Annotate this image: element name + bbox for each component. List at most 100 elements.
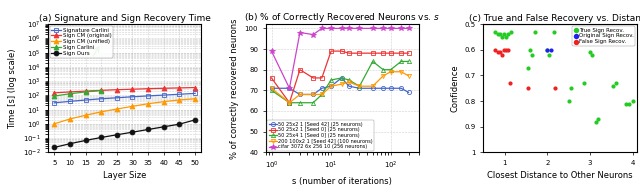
True Sign Recov. bbox=[587, 53, 597, 56]
False Sign Recov. bbox=[546, 18, 556, 21]
200 100x2 1 [Seed 42] (100 neurons) bbox=[397, 71, 405, 73]
50 25x2 1 [Seed 0] (25 neurons) bbox=[309, 77, 317, 79]
200 100x2 1 [Seed 42] (100 neurons) bbox=[369, 85, 376, 87]
False Sign Recov. bbox=[542, 18, 552, 21]
50 25x2 1 [Seed 42] (25 neurons) bbox=[327, 85, 335, 87]
False Sign Recov. bbox=[490, 48, 500, 51]
Sign Ours bbox=[113, 134, 121, 136]
True Sign Recov. bbox=[542, 48, 552, 51]
Signature Carlini bbox=[51, 102, 58, 104]
True Sign Recov. bbox=[593, 117, 604, 120]
cifar 3072 6x 256 10 (256 neurons) bbox=[296, 31, 304, 34]
cifar 3072 6x 256 10 (256 neurons) bbox=[309, 33, 317, 36]
Sign CM (original) bbox=[113, 88, 121, 91]
True Sign Recov. bbox=[531, 30, 541, 34]
True Sign Recov. bbox=[566, 87, 576, 90]
True Sign Recov. bbox=[501, 36, 511, 39]
Signature Carlini bbox=[113, 97, 121, 99]
Legend: 50 25x2 1 [Seed 42] (25 neurons), 50 25x2 1 [Seed 0] (25 neurons), 50 25x4 1 [Se: 50 25x2 1 [Seed 42] (25 neurons), 50 25x… bbox=[268, 120, 374, 151]
50 25x2 1 [Seed 42] (25 neurons) bbox=[397, 87, 405, 89]
Signature Carlini bbox=[97, 98, 105, 100]
Sign Ours bbox=[51, 146, 58, 149]
True Sign Recov. bbox=[523, 66, 533, 69]
X-axis label: s (number of iterations): s (number of iterations) bbox=[292, 177, 392, 186]
False Sign Recov. bbox=[495, 51, 505, 54]
50 25x2 1 [Seed 42] (25 neurons) bbox=[356, 87, 364, 89]
Signature Carlini bbox=[129, 96, 136, 98]
Sign CM (original) bbox=[51, 92, 58, 94]
50 25x2 1 [Seed 42] (25 neurons) bbox=[387, 87, 394, 89]
50 25x4 1 [Seed 0] (25 neurons) bbox=[296, 102, 304, 104]
cifar 3072 6x 256 10 (256 neurons) bbox=[285, 87, 293, 89]
50 25x4 1 [Seed 0] (25 neurons) bbox=[327, 79, 335, 81]
Sign CM (unified) bbox=[51, 123, 58, 125]
50 25x2 1 [Seed 42] (25 neurons) bbox=[285, 87, 293, 89]
50 25x2 1 [Seed 42] (25 neurons) bbox=[345, 85, 353, 87]
Original Sign Recov. bbox=[546, 48, 556, 51]
Sign CM (original) bbox=[144, 87, 152, 90]
Line: Signature Carlini: Signature Carlini bbox=[52, 91, 198, 105]
Line: cifar 3072 6x 256 10 (256 neurons): cifar 3072 6x 256 10 (256 neurons) bbox=[269, 26, 412, 91]
False Sign Recov. bbox=[523, 87, 533, 90]
True Sign Recov. bbox=[608, 84, 618, 87]
Y-axis label: % of correctly recovered neurons: % of correctly recovered neurons bbox=[230, 18, 239, 158]
Signature Carlini bbox=[175, 93, 183, 95]
True Sign Recov. bbox=[495, 33, 505, 36]
False Sign Recov. bbox=[534, 18, 545, 21]
Sign CM (original) bbox=[160, 87, 168, 89]
Original Sign Recov. bbox=[527, 15, 537, 18]
50 25x2 1 [Seed 0] (25 neurons) bbox=[356, 52, 364, 54]
Sign Carlini bbox=[97, 89, 105, 92]
True Sign Recov. bbox=[499, 33, 509, 36]
50 25x2 1 [Seed 0] (25 neurons) bbox=[369, 52, 376, 54]
True Sign Recov. bbox=[591, 120, 602, 123]
cifar 3072 6x 256 10 (256 neurons) bbox=[327, 27, 335, 29]
Sign Carlini bbox=[51, 95, 58, 97]
X-axis label: Closest Distance to Other Neurons: Closest Distance to Other Neurons bbox=[487, 171, 633, 180]
Sign Ours bbox=[191, 119, 199, 121]
Line: Sign CM (unified): Sign CM (unified) bbox=[52, 96, 198, 126]
Line: 50 25x2 1 [Seed 42] (25 neurons): 50 25x2 1 [Seed 42] (25 neurons) bbox=[269, 76, 411, 97]
True Sign Recov. bbox=[624, 102, 634, 105]
Title: (a) Signature and Sign Recovery Time: (a) Signature and Sign Recovery Time bbox=[39, 15, 211, 23]
Sign Ours bbox=[82, 139, 90, 142]
Sign CM (unified) bbox=[97, 111, 105, 113]
Line: Sign CM (original): Sign CM (original) bbox=[52, 85, 198, 95]
200 100x2 1 [Seed 42] (100 neurons) bbox=[380, 75, 387, 77]
True Sign Recov. bbox=[490, 30, 500, 34]
Sign CM (original) bbox=[66, 91, 74, 93]
200 100x2 1 [Seed 42] (100 neurons) bbox=[338, 83, 346, 85]
50 25x2 1 [Seed 0] (25 neurons) bbox=[345, 52, 353, 54]
Sign CM (unified) bbox=[113, 108, 121, 110]
True Sign Recov. bbox=[628, 100, 639, 103]
200 100x2 1 [Seed 42] (100 neurons) bbox=[285, 102, 293, 104]
200 100x2 1 [Seed 42] (100 neurons) bbox=[296, 93, 304, 96]
cifar 3072 6x 256 10 (256 neurons) bbox=[397, 27, 405, 29]
50 25x2 1 [Seed 0] (25 neurons) bbox=[296, 68, 304, 71]
Line: 50 25x2 1 [Seed 0] (25 neurons): 50 25x2 1 [Seed 0] (25 neurons) bbox=[269, 49, 411, 105]
50 25x2 1 [Seed 0] (25 neurons) bbox=[404, 52, 412, 54]
Sign Ours bbox=[144, 128, 152, 131]
50 25x2 1 [Seed 42] (25 neurons) bbox=[296, 93, 304, 96]
200 100x2 1 [Seed 42] (100 neurons) bbox=[318, 93, 326, 96]
True Sign Recov. bbox=[492, 33, 502, 36]
Line: Sign Ours: Sign Ours bbox=[52, 117, 198, 150]
200 100x2 1 [Seed 42] (100 neurons) bbox=[268, 87, 275, 89]
Legend: True Sign Recov., Original Sign Recov., False Sign Recov.: True Sign Recov., Original Sign Recov., … bbox=[573, 26, 635, 46]
cifar 3072 6x 256 10 (256 neurons) bbox=[369, 27, 376, 29]
Sign CM (unified) bbox=[129, 105, 136, 107]
50 25x2 1 [Seed 0] (25 neurons) bbox=[338, 50, 346, 52]
50 25x2 1 [Seed 42] (25 neurons) bbox=[309, 93, 317, 96]
200 100x2 1 [Seed 42] (100 neurons) bbox=[309, 93, 317, 96]
50 25x4 1 [Seed 0] (25 neurons) bbox=[285, 102, 293, 104]
cifar 3072 6x 256 10 (256 neurons) bbox=[345, 27, 353, 29]
Signature Carlini bbox=[144, 95, 152, 97]
True Sign Recov. bbox=[525, 48, 536, 51]
Sign CM (unified) bbox=[82, 114, 90, 116]
50 25x2 1 [Seed 0] (25 neurons) bbox=[318, 77, 326, 79]
50 25x2 1 [Seed 42] (25 neurons) bbox=[338, 77, 346, 79]
Sign Ours bbox=[97, 136, 105, 139]
True Sign Recov. bbox=[621, 102, 631, 105]
Sign Carlini bbox=[66, 93, 74, 95]
50 25x4 1 [Seed 0] (25 neurons) bbox=[397, 60, 405, 63]
